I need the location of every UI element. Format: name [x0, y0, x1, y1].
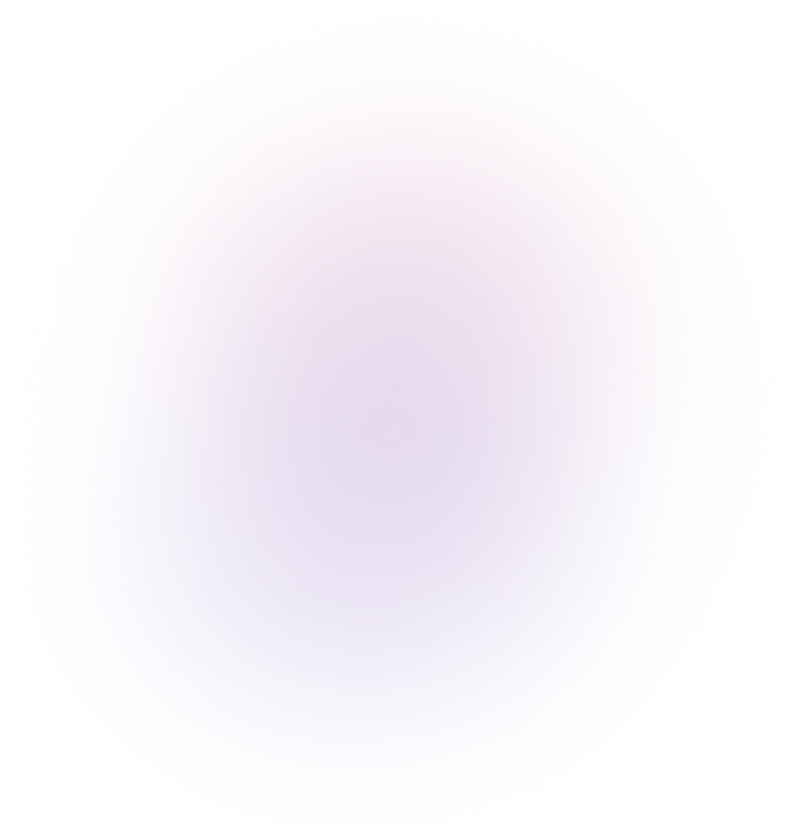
gradient-blob — [180, 230, 600, 630]
